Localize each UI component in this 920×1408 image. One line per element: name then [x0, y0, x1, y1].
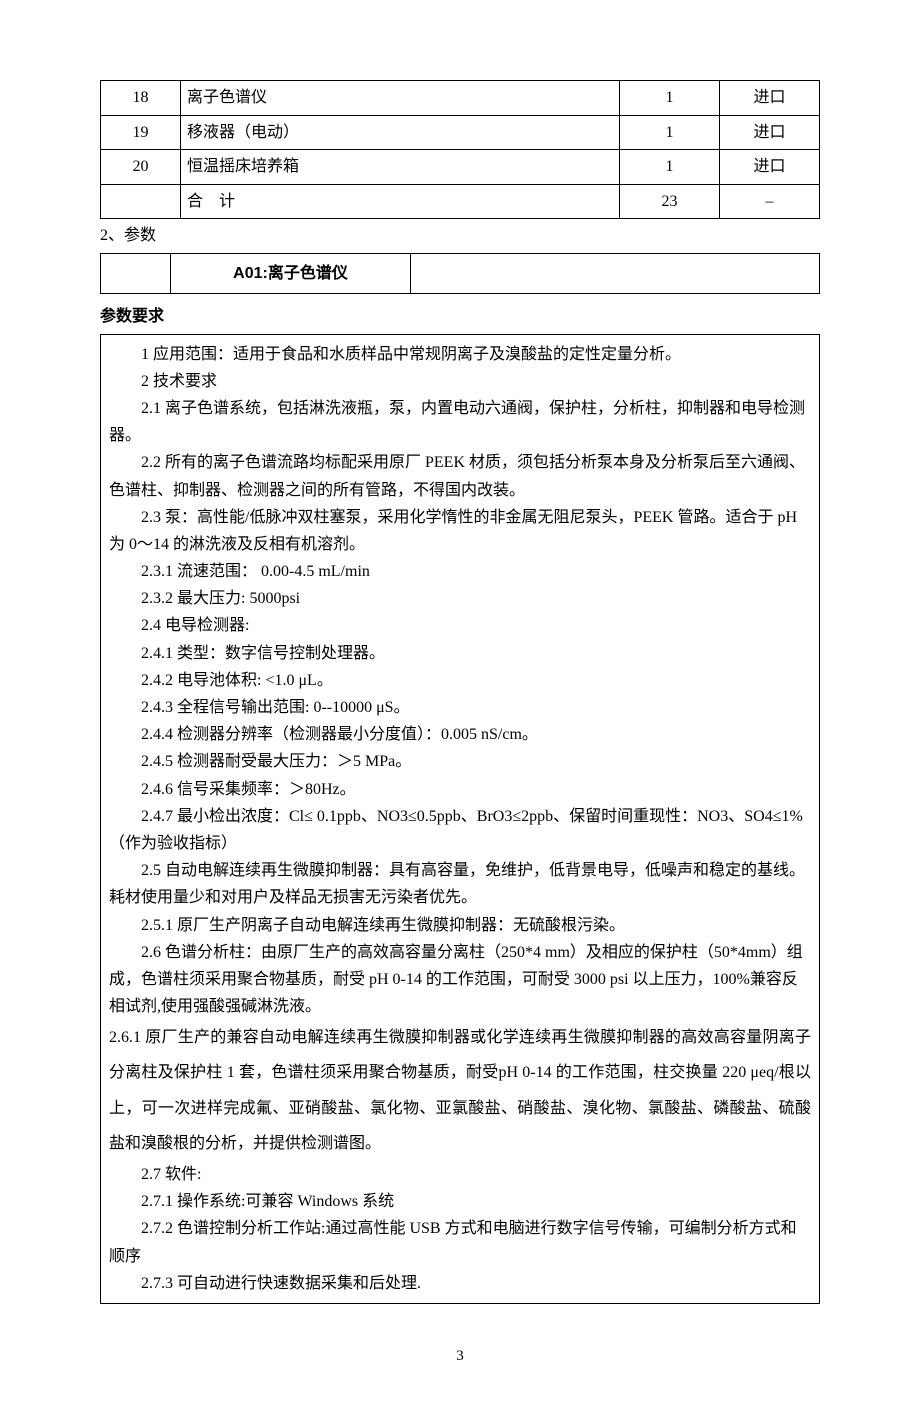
spec-header-title: A01:离子色谱仪 [171, 253, 411, 293]
row-num: 20 [101, 150, 181, 185]
row-qty: 1 [620, 81, 720, 116]
spec-line: 2.4.7 最小检出浓度：Cl≤ 0.1ppb、NO3≤0.5ppb、BrO3≤… [109, 803, 811, 857]
table-row: 18 离子色谱仪 1 进口 [101, 81, 820, 116]
row-qty: 1 [620, 150, 720, 185]
spec-header-blank-left [101, 253, 171, 293]
spec-line: 2.4.4 检测器分辨率（检测器最小分度值）：0.005 nS/cm。 [109, 721, 811, 748]
spec-line: 2.7.2 色谱控制分析工作站:通过高性能 USB 方式和电脑进行数字信号传输，… [109, 1215, 811, 1269]
spec-line: 2.4.1 类型：数字信号控制处理器。 [109, 640, 811, 667]
spec-line: 2.3.1 流速范围： 0.00-4.5 mL/min [109, 558, 811, 585]
spec-line: 2.7.3 可自动进行快速数据采集和后处理. [109, 1270, 811, 1297]
spec-line: 1 应用范围：适用于食品和水质样品中常规阴离子及溴酸盐的定性定量分析。 [109, 341, 811, 368]
row-name: 离子色谱仪 [181, 81, 620, 116]
spec-line: 2.5 自动电解连续再生微膜抑制器：具有高容量，免维护，低背景电导，低噪声和稳定… [109, 857, 811, 911]
row-name: 恒温摇床培养箱 [181, 150, 620, 185]
spec-body-box: 1 应用范围：适用于食品和水质样品中常规阴离子及溴酸盐的定性定量分析。 2 技术… [100, 334, 820, 1304]
row-name: 合 计 [181, 184, 620, 219]
equipment-table: 18 离子色谱仪 1 进口 19 移液器（电动） 1 进口 20 恒温摇床培养箱… [100, 80, 820, 219]
spec-line: 2.3.2 最大压力: 5000psi [109, 585, 811, 612]
table-row-total: 合 计 23 – [101, 184, 820, 219]
row-origin: 进口 [720, 115, 820, 150]
table-row: 20 恒温摇床培养箱 1 进口 [101, 150, 820, 185]
spec-line: 2.3 泵：高性能/低脉冲双柱塞泵，采用化学惰性的非金属无阻尼泵头，PEEK 管… [109, 504, 811, 558]
spec-line: 2.4.2 电导池体积: <1.0 μL。 [109, 667, 811, 694]
spec-line: 2.6.1 原厂生产的兼容自动电解连续再生微膜抑制器或化学连续再生微膜抑制器的高… [109, 1020, 811, 1161]
spec-line: 2.4 电导检测器: [109, 612, 811, 639]
row-qty: 23 [620, 184, 720, 219]
row-num: 18 [101, 81, 181, 116]
row-origin: – [720, 184, 820, 219]
spec-line: 2.4.6 信号采集频率：＞80Hz。 [109, 776, 811, 803]
spec-line: 2.2 所有的离子色谱流路均标配采用原厂 PEEK 材质，须包括分析泵本身及分析… [109, 449, 811, 503]
spec-line: 2.4.5 检测器耐受最大压力：＞5 MPa。 [109, 748, 811, 775]
row-origin: 进口 [720, 81, 820, 116]
row-num [101, 184, 181, 219]
row-origin: 进口 [720, 150, 820, 185]
row-num: 19 [101, 115, 181, 150]
spec-line: 2.1 离子色谱系统，包括淋洗液瓶，泵，内置电动六通阀，保护柱，分析柱，抑制器和… [109, 395, 811, 449]
row-qty: 1 [620, 115, 720, 150]
page-number: 3 [100, 1344, 820, 1368]
row-name: 移液器（电动） [181, 115, 620, 150]
spec-line: 2.4.3 全程信号输出范围: 0--10000 μS。 [109, 694, 811, 721]
spec-header-table: A01:离子色谱仪 [100, 253, 820, 294]
section-parameters-label: 2、参数 [100, 223, 820, 249]
spec-line: 2.7 软件: [109, 1161, 811, 1188]
spec-line: 2.7.1 操作系统:可兼容 Windows 系统 [109, 1188, 811, 1215]
spec-header-blank-right [411, 253, 820, 293]
spec-requirements-title: 参数要求 [100, 304, 820, 330]
spec-line: 2.5.1 原厂生产阴离子自动电解连续再生微膜抑制器：无硫酸根污染。 [109, 912, 811, 939]
spec-line: 2.6 色谱分析柱：由原厂生产的高效高容量分离柱（250*4 mm）及相应的保护… [109, 939, 811, 1021]
table-row: 19 移液器（电动） 1 进口 [101, 115, 820, 150]
spec-line: 2 技术要求 [109, 368, 811, 395]
